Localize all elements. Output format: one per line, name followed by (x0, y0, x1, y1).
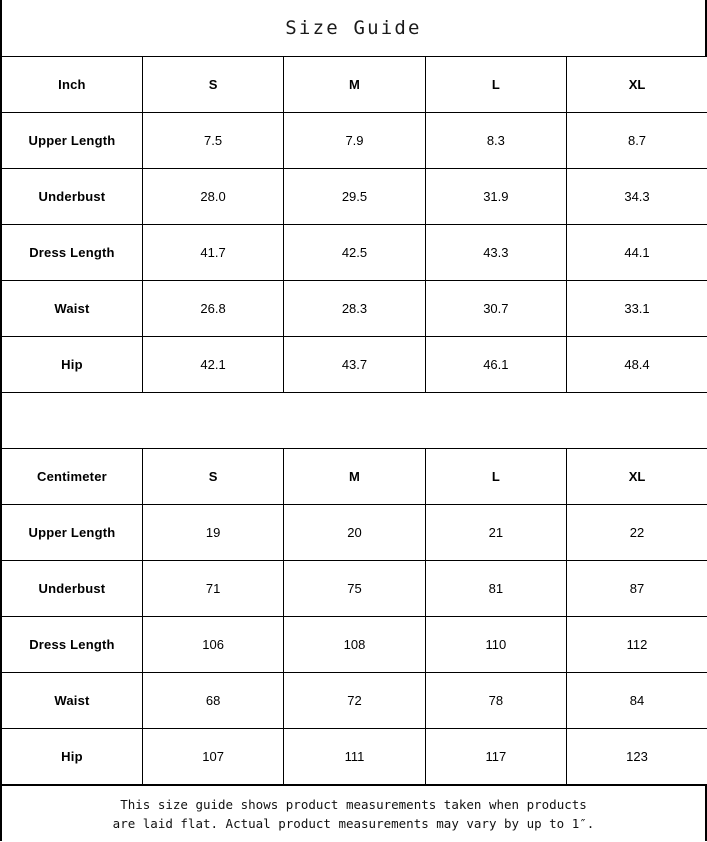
cell-upper-length-m-cm: 20 (283, 504, 426, 561)
row-label-upper-length-inch: Upper Length (1, 112, 143, 169)
cell-underbust-m-inch: 29.5 (283, 168, 426, 225)
row-label-dress-length-inch: Dress Length (1, 224, 143, 281)
row-label-underbust-inch: Underbust (1, 168, 143, 225)
footer-note-line-1: This size guide shows product measuremen… (120, 796, 587, 812)
row-label-underbust-cm: Underbust (1, 560, 143, 617)
unit-header-inch: Inch (1, 56, 143, 113)
size-header-s-inch: S (142, 56, 285, 113)
cell-dress-length-l-inch: 43.3 (425, 224, 568, 281)
row-label-hip-inch: Hip (1, 336, 143, 393)
table-row: Waist 68 72 78 84 (1, 672, 707, 729)
cell-dress-length-l-cm: 110 (425, 616, 568, 673)
cell-dress-length-xl-inch: 44.1 (566, 224, 707, 281)
cell-dress-length-xl-cm: 112 (566, 616, 707, 673)
size-guide-table-body: Inch S M L XL Upper Length 7.5 7.9 8.3 8… (1, 56, 707, 785)
cell-hip-m-cm: 111 (283, 728, 426, 785)
table-row: Dress Length 41.7 42.5 43.3 44.1 (1, 224, 707, 281)
cell-waist-m-cm: 72 (283, 672, 426, 729)
cell-underbust-xl-cm: 87 (566, 560, 707, 617)
unit-header-centimeter: Centimeter (1, 448, 143, 505)
cell-dress-length-m-inch: 42.5 (283, 224, 426, 281)
size-header-s-cm: S (142, 448, 285, 505)
size-header-m-inch: M (283, 56, 426, 113)
cell-waist-l-cm: 78 (425, 672, 568, 729)
row-label-waist-inch: Waist (1, 280, 143, 337)
cell-waist-xl-cm: 84 (566, 672, 707, 729)
cell-hip-s-inch: 42.1 (142, 336, 285, 393)
cell-upper-length-xl-inch: 8.7 (566, 112, 707, 169)
section-spacer-row (1, 392, 707, 449)
cell-waist-s-inch: 26.8 (142, 280, 285, 337)
table-row: Underbust 28.0 29.5 31.9 34.3 (1, 168, 707, 225)
table-row: Hip 42.1 43.7 46.1 48.4 (1, 336, 707, 393)
cell-upper-length-m-inch: 7.9 (283, 112, 426, 169)
cell-upper-length-l-cm: 21 (425, 504, 568, 561)
cell-hip-xl-cm: 123 (566, 728, 707, 785)
size-header-l-cm: L (425, 448, 568, 505)
cell-dress-length-s-cm: 106 (142, 616, 285, 673)
table-row: Underbust 71 75 81 87 (1, 560, 707, 617)
table-row: Upper Length 7.5 7.9 8.3 8.7 (1, 112, 707, 169)
cell-upper-length-s-cm: 19 (142, 504, 285, 561)
size-header-m-cm: M (283, 448, 426, 505)
row-label-hip-cm: Hip (1, 728, 143, 785)
size-guide-footer: This size guide shows product measuremen… (0, 785, 707, 841)
size-header-l-inch: L (425, 56, 568, 113)
cell-hip-l-inch: 46.1 (425, 336, 568, 393)
cell-waist-xl-inch: 33.1 (566, 280, 707, 337)
cell-underbust-xl-inch: 34.3 (566, 168, 707, 225)
table-row: Dress Length 106 108 110 112 (1, 616, 707, 673)
cell-upper-length-s-inch: 7.5 (142, 112, 285, 169)
cell-hip-l-cm: 117 (425, 728, 568, 785)
table-row: Upper Length 19 20 21 22 (1, 504, 707, 561)
table-header-row-centimeter: Centimeter S M L XL (1, 448, 707, 505)
cell-underbust-l-inch: 31.9 (425, 168, 568, 225)
cell-underbust-s-cm: 71 (142, 560, 285, 617)
size-guide-title-row: Size Guide (0, 0, 707, 56)
size-header-xl-inch: XL (566, 56, 707, 113)
page-title: Size Guide (285, 17, 422, 39)
cell-dress-length-m-cm: 108 (283, 616, 426, 673)
cell-hip-m-inch: 43.7 (283, 336, 426, 393)
cell-underbust-l-cm: 81 (425, 560, 568, 617)
cell-waist-l-inch: 30.7 (425, 280, 568, 337)
cell-hip-s-cm: 107 (142, 728, 285, 785)
cell-waist-m-inch: 28.3 (283, 280, 426, 337)
cell-dress-length-s-inch: 41.7 (142, 224, 285, 281)
row-label-dress-length-cm: Dress Length (1, 616, 143, 673)
cell-underbust-s-inch: 28.0 (142, 168, 285, 225)
cell-upper-length-xl-cm: 22 (566, 504, 707, 561)
table-row: Hip 107 111 117 123 (1, 728, 707, 785)
cell-waist-s-cm: 68 (142, 672, 285, 729)
table-row: Waist 26.8 28.3 30.7 33.1 (1, 280, 707, 337)
table-header-row-inch: Inch S M L XL (1, 56, 707, 113)
size-guide-table: Inch S M L XL Upper Length 7.5 7.9 8.3 8… (0, 56, 707, 785)
row-label-waist-cm: Waist (1, 672, 143, 729)
size-header-xl-cm: XL (566, 448, 707, 505)
row-label-upper-length-cm: Upper Length (1, 504, 143, 561)
cell-underbust-m-cm: 75 (283, 560, 426, 617)
cell-hip-xl-inch: 48.4 (566, 336, 707, 393)
section-spacer-cell (1, 392, 707, 449)
footer-note-line-2: are laid flat. Actual product measuremen… (112, 815, 595, 831)
cell-upper-length-l-inch: 8.3 (425, 112, 568, 169)
